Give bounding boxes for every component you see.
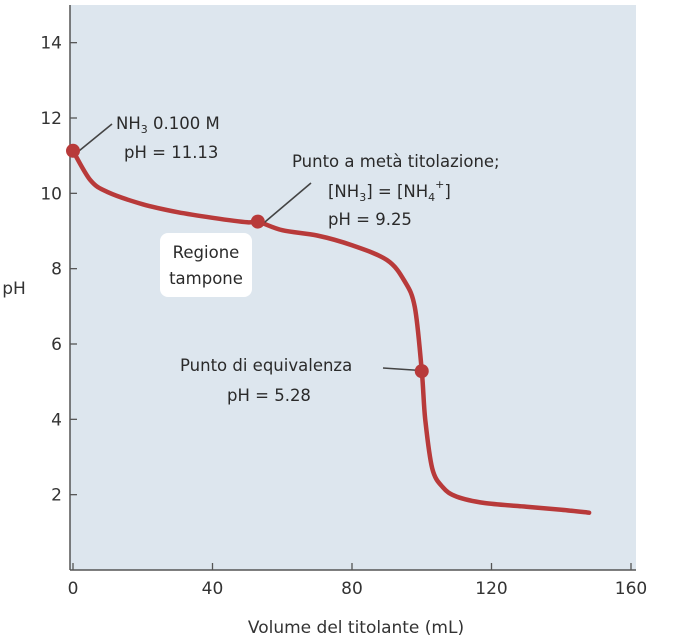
x-tick-label: 40 [202,579,224,599]
x-axis-title: Volume del titolante (mL) [248,618,464,638]
x-tick-label: 120 [475,579,507,599]
annotation-start-ph: pH = 11.13 [124,143,218,162]
y-tick-label: 4 [51,410,62,430]
annotation-start-line1: NH3 0.100 M [116,114,220,136]
annotation-half-title: Punto a metà titolazione; [292,152,500,171]
leader-line-start [73,123,113,156]
y-tick-label: 6 [51,335,62,355]
annotation-half-eq-a: [NH [328,182,359,201]
y-tick-label: 8 [51,260,62,280]
data-markers [66,143,429,379]
y-tick-label: 2 [51,486,62,506]
annotation-half-eq-b: ] = [NH [366,182,428,201]
leader-line-half [258,182,312,228]
marker-start [66,143,80,158]
x-tick-label: 0 [68,579,79,599]
y-tick-label: 14 [40,34,62,54]
annotation-equivalence-ph: pH = 5.28 [227,386,311,405]
y-axis-title: pH [2,279,26,299]
buffer-label-box [160,233,252,297]
annotation-equivalence-title: Punto di equivalenza [180,356,352,375]
y-tick-label: 10 [40,184,62,204]
marker-equivalence [414,364,429,379]
x-tick-label: 160 [615,579,647,599]
annotation-half-eq-a-sub: 3 [359,191,366,204]
annotation-half-equation: [NH3] = [NH4+] [328,178,451,204]
annotation-start-subscript: 3 [141,123,148,136]
titration-curve [70,148,592,515]
annotation-half-eq-b-sup: + [435,178,444,191]
plot-area [70,5,636,570]
y-tick-label: 12 [40,109,62,129]
annotation-start-species: NH [116,114,141,133]
buffer-label-line2: tampone [169,269,243,288]
axis-ticks: 0 40 80 120 160 2 4 6 8 10 12 14 [40,34,647,599]
marker-half-equivalence [250,214,265,229]
annotation-half-eq-c: ] [444,182,450,201]
annotation-start-concentration: 0.100 M [148,114,220,133]
buffer-label-line1: Regione [173,243,240,262]
annotation-half-ph: pH = 9.25 [328,210,412,229]
x-tick-label: 80 [341,579,363,599]
annotation-half-eq-b-sub: 4 [428,191,435,204]
